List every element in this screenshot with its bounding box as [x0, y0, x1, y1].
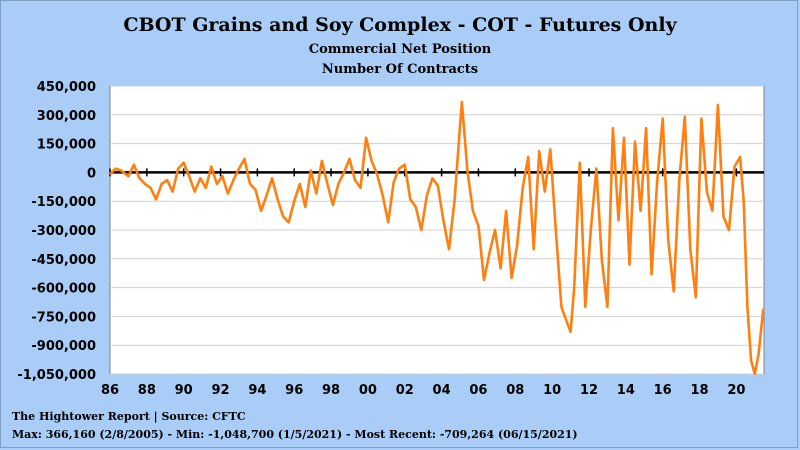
y-tick-label: -150,000 [31, 195, 96, 210]
series-line [109, 100, 765, 376]
x-tick-label: 18 [690, 383, 708, 398]
chart-subtitle-units: Number Of Contracts [321, 62, 479, 77]
series-group [109, 100, 765, 376]
x-tick-label: 12 [580, 383, 598, 398]
x-axis-ticks: 86 88 90 92 94 96 98 00 02 04 06 08 10 12 14 16 18 20 [101, 383, 745, 398]
y-axis-ticks: 450,000 300,000 150,000 0 -150,000 -300,000 -4… [17, 80, 96, 383]
y-tick-label: -750,000 [31, 310, 96, 325]
x-tick-label: 92 [211, 383, 229, 398]
x-tick-label: 00 [359, 383, 377, 398]
x-tick-label: 02 [396, 383, 414, 398]
grid-lines [110, 85, 764, 375]
x-tick-label: 14 [617, 383, 635, 398]
x-tick-label: 98 [322, 383, 340, 398]
y-tick-label: -600,000 [31, 282, 96, 297]
y-tick-label: -1,050,000 [17, 368, 96, 383]
x-tick-label: 20 [727, 383, 745, 398]
y-tick-label: 150,000 [37, 138, 96, 153]
x-tick-label: 96 [285, 383, 303, 398]
x-tick-label: 10 [543, 383, 561, 398]
footer-source: The Hightower Report | Source: CFTC [12, 410, 246, 423]
x-tick-label: 08 [506, 383, 524, 398]
x-tick-label: 94 [248, 383, 266, 398]
x-tick-label: 04 [433, 383, 451, 398]
x-tick-label: 06 [469, 383, 487, 398]
y-tick-label: -450,000 [31, 253, 96, 268]
chart-subtitle: Commercial Net Position [308, 42, 492, 57]
y-tick-label: 300,000 [37, 109, 96, 124]
x-tick-label: 86 [101, 383, 119, 398]
chart-title: CBOT Grains and Soy Complex - COT - Futu… [123, 14, 677, 36]
y-tick-label: 0 [87, 166, 96, 181]
footer-stats: Max: 366,160 (2/8/2005) - Min: -1,048,70… [12, 428, 578, 441]
x-tick-label: 90 [175, 383, 193, 398]
y-tick-label: -900,000 [31, 339, 96, 354]
y-tick-label: 450,000 [37, 80, 96, 95]
y-tick-label: -300,000 [31, 224, 96, 239]
x-tick-label: 16 [654, 383, 672, 398]
x-tick-label: 88 [138, 383, 156, 398]
